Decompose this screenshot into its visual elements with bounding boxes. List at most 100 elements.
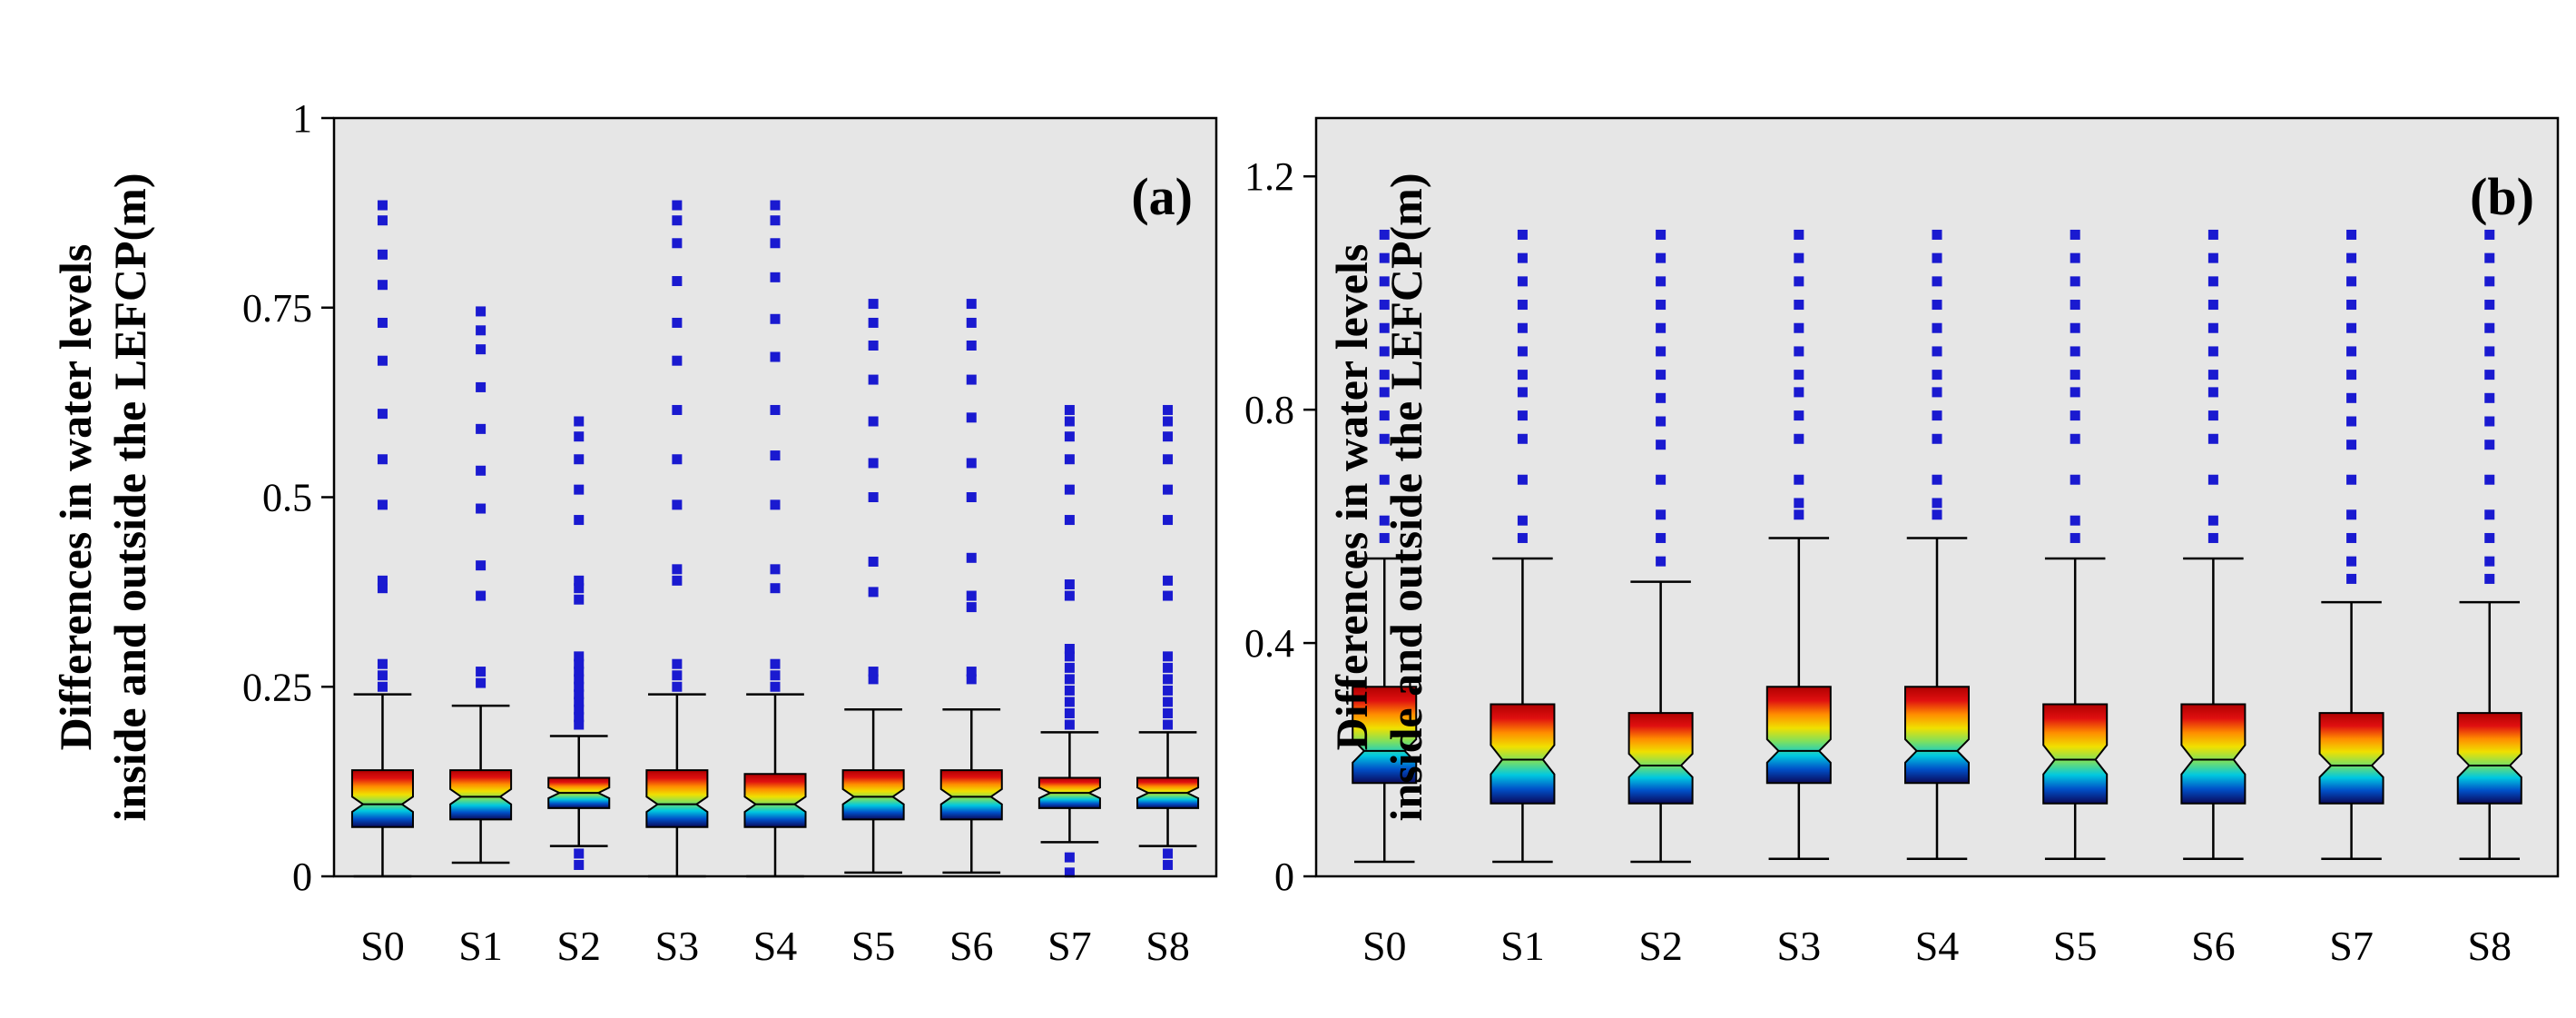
outlier-point <box>377 454 388 465</box>
outlier-point <box>2207 276 2218 287</box>
y-tick-label: 0 <box>292 855 312 899</box>
outlier-point <box>1064 674 1075 685</box>
panel-a: 0 0.25 0.5 0.75 1 S0 S1 S2 S3 S4 S5 S6 S7 S8 (a) Differ… <box>50 96 1218 969</box>
outlier-point <box>672 575 683 586</box>
outlier-point <box>868 299 879 310</box>
outlier-point <box>2207 322 2218 333</box>
y-axis-label: Differences in water levels <box>1326 244 1377 751</box>
outlier-point <box>377 355 388 366</box>
box-S1 <box>449 306 513 865</box>
outlier-point <box>2070 515 2080 526</box>
outlier-point <box>2070 322 2080 333</box>
outlier-point <box>966 552 977 563</box>
outlier-point <box>672 238 683 249</box>
outlier-point <box>1517 322 1528 333</box>
y-tick-label: 0.4 <box>1244 621 1294 666</box>
outlier-point <box>2207 515 2218 526</box>
outlier-point <box>966 667 977 677</box>
outlier-point <box>2070 474 2080 485</box>
outlier-point <box>1932 474 1942 485</box>
outlier-point <box>1064 590 1075 601</box>
box-S5 <box>2042 229 2109 860</box>
box-body <box>1627 712 1694 805</box>
outlier-point <box>1656 252 1667 263</box>
outlier-point <box>2346 252 2357 263</box>
outlier-point <box>377 575 388 586</box>
outlier-point <box>1932 300 1942 311</box>
outlier-point <box>1064 707 1075 718</box>
y-tick-label: 0.25 <box>242 665 312 709</box>
outlier-point <box>1163 484 1174 495</box>
outlier-point <box>1656 416 1667 427</box>
outlier-point <box>1163 707 1174 718</box>
outlier-point <box>966 674 977 685</box>
outlier-point <box>868 667 879 677</box>
outlier-point <box>1379 532 1390 543</box>
outlier-point <box>377 200 388 211</box>
x-tick-label: S2 <box>1638 923 1683 969</box>
outlier-point <box>672 681 683 692</box>
outlier-point <box>1794 509 1804 520</box>
outlier-point <box>1932 322 1942 333</box>
outlier-point <box>966 602 977 613</box>
box-S3 <box>1765 229 1832 860</box>
outlier-point <box>1517 515 1528 526</box>
outlier-point <box>2346 392 2357 403</box>
box-S1 <box>1490 229 1556 864</box>
outlier-point <box>672 215 683 226</box>
outlier-point <box>1794 252 1804 263</box>
outlier-point <box>1656 392 1667 403</box>
outlier-point <box>1163 590 1174 601</box>
outlier-point <box>377 499 388 510</box>
outlier-point <box>1064 852 1075 863</box>
outlier-point <box>770 564 781 575</box>
y-axis-label: inside and outside the LEFCP(m) <box>104 173 155 822</box>
outlier-point <box>2346 300 2357 311</box>
x-tick-label: S2 <box>556 923 601 969</box>
outlier-point <box>2070 300 2080 311</box>
outlier-point <box>672 670 683 681</box>
box-S6 <box>2180 229 2247 860</box>
x-tick-label: S3 <box>1777 923 1822 969</box>
outlier-point <box>1517 276 1528 287</box>
outlier-point <box>1379 474 1390 485</box>
outlier-point <box>1932 370 1942 381</box>
outlier-point <box>574 681 585 692</box>
outlier-point <box>2346 509 2357 520</box>
outlier-point <box>574 697 585 707</box>
outlier-point <box>966 412 977 423</box>
outlier-point <box>2484 474 2495 485</box>
x-tick-label: S1 <box>1500 923 1545 969</box>
outlier-point <box>377 409 388 420</box>
outlier-point <box>1163 859 1174 870</box>
outlier-point <box>770 200 781 211</box>
box-body <box>1490 703 1556 805</box>
outlier-point <box>1379 252 1390 263</box>
outlier-point <box>1794 498 1804 509</box>
outlier-point <box>770 351 781 362</box>
outlier-point <box>1656 276 1667 287</box>
y-tick-label: 0 <box>1274 855 1294 899</box>
outlier-point <box>2070 433 2080 444</box>
outlier-point <box>2484 532 2495 543</box>
outlier-point <box>2207 532 2218 543</box>
outlier-point <box>574 515 585 526</box>
box-S0 <box>1352 229 1418 864</box>
y-tick-label: 1 <box>292 96 312 141</box>
outlier-point <box>574 575 585 586</box>
outlier-point <box>1517 300 1528 311</box>
outlier-point <box>770 583 781 594</box>
outlier-point <box>1163 719 1174 730</box>
outlier-point <box>770 499 781 510</box>
outlier-point <box>2484 252 2495 263</box>
outlier-point <box>1794 322 1804 333</box>
y-tick-label: 1.2 <box>1244 154 1294 199</box>
outlier-point <box>476 677 487 688</box>
outlier-point <box>672 454 683 465</box>
outlier-point <box>1064 685 1075 696</box>
plot-frame <box>1314 116 2560 878</box>
x-tick-label: S6 <box>949 923 994 969</box>
outlier-point <box>1163 454 1174 465</box>
outlier-point <box>377 670 388 681</box>
